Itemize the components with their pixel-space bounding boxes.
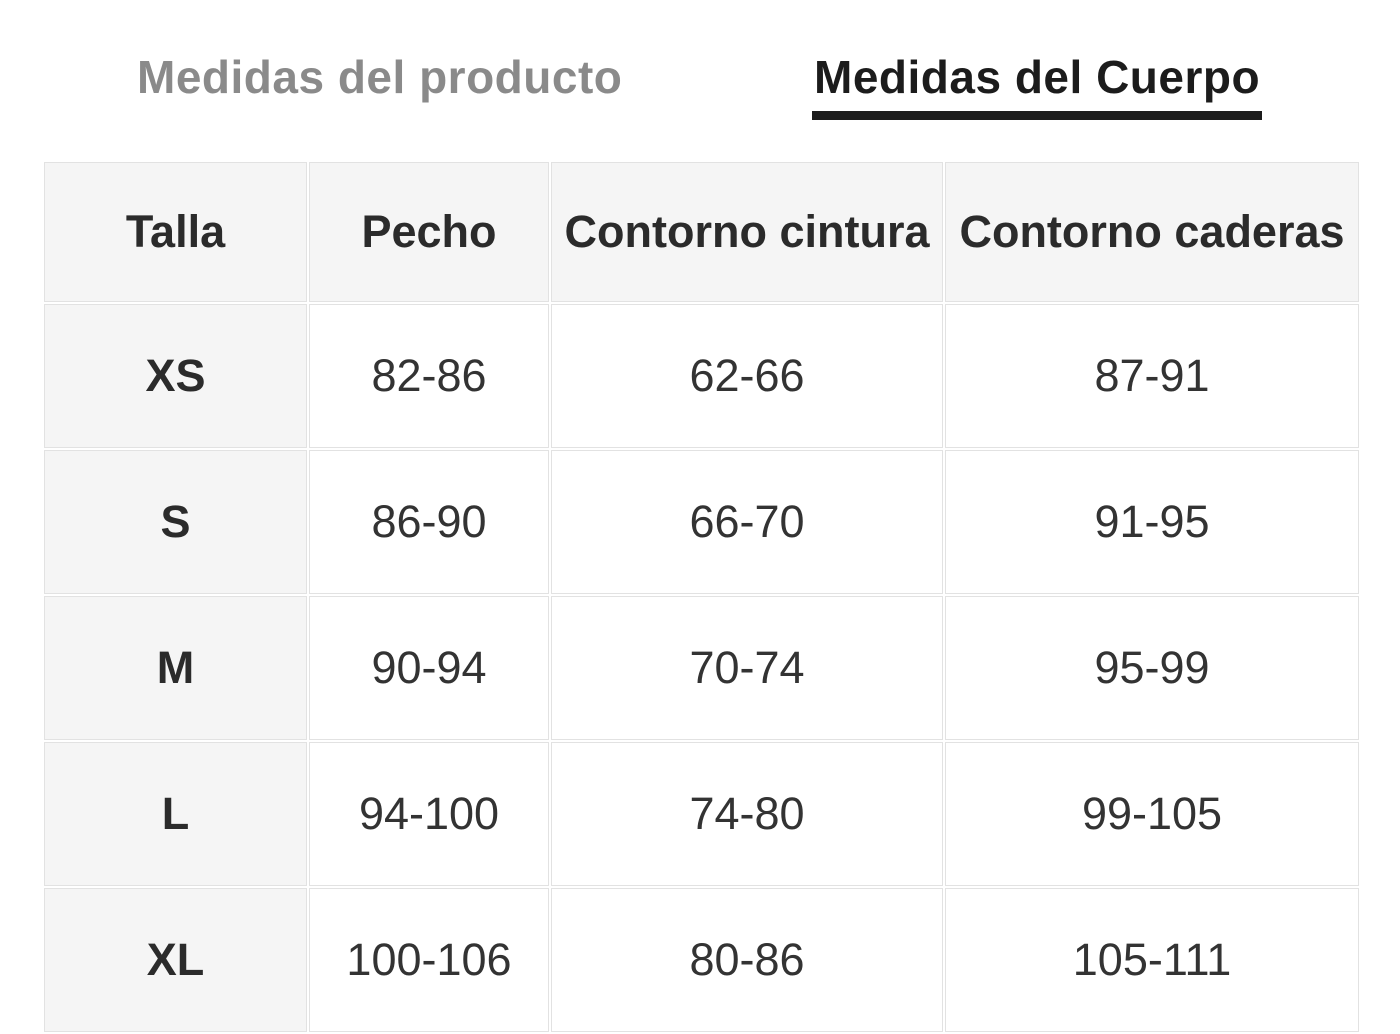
measurement-cell-xs-cintura: 62-66 (551, 304, 943, 448)
table-row-s: S 86-90 66-70 91-95 (44, 450, 1359, 594)
table-row-xs: XS 82-86 62-66 87-91 (44, 304, 1359, 448)
measurement-cell-l-cintura: 74-80 (551, 742, 943, 886)
measurement-cell-m-caderas: 95-99 (945, 596, 1359, 740)
column-header-pecho: Pecho (309, 162, 549, 302)
size-label-m: M (44, 596, 307, 740)
header-row: Talla Pecho Contorno cintura Contorno ca… (44, 162, 1359, 302)
measurement-cell-m-pecho: 90-94 (309, 596, 549, 740)
size-table: Talla Pecho Contorno cintura Contorno ca… (42, 160, 1361, 1034)
measurement-cell-s-cintura: 66-70 (551, 450, 943, 594)
measurement-cell-s-caderas: 91-95 (945, 450, 1359, 594)
size-table-header: Talla Pecho Contorno cintura Contorno ca… (44, 162, 1359, 302)
measurement-cell-xl-pecho: 100-106 (309, 888, 549, 1032)
size-label-xl: XL (44, 888, 307, 1032)
table-row-xl: XL 100-106 80-86 105-111 (44, 888, 1359, 1032)
table-row-l: L 94-100 74-80 99-105 (44, 742, 1359, 886)
measurement-cell-xl-cintura: 80-86 (551, 888, 943, 1032)
column-header-talla: Talla (44, 162, 307, 302)
tab-body-measurements[interactable]: Medidas del Cuerpo (812, 50, 1263, 120)
tab-product-measurements[interactable]: Medidas del producto (137, 51, 623, 103)
measurement-cell-l-caderas: 99-105 (945, 742, 1359, 886)
measurement-cell-l-pecho: 94-100 (309, 742, 549, 886)
measurement-cell-m-cintura: 70-74 (551, 596, 943, 740)
measurement-cell-xl-caderas: 105-111 (945, 888, 1359, 1032)
measurement-cell-xs-pecho: 82-86 (309, 304, 549, 448)
size-label-s: S (44, 450, 307, 594)
size-label-l: L (44, 742, 307, 886)
column-header-cintura: Contorno cintura (551, 162, 943, 302)
size-label-xs: XS (44, 304, 307, 448)
measurement-cell-xs-caderas: 87-91 (945, 304, 1359, 448)
column-header-caderas: Contorno caderas (945, 162, 1359, 302)
measurement-cell-s-pecho: 86-90 (309, 450, 549, 594)
size-table-body: XS 82-86 62-66 87-91 S 86-90 66-70 91-95… (44, 304, 1359, 1032)
table-row-m: M 90-94 70-74 95-99 (44, 596, 1359, 740)
